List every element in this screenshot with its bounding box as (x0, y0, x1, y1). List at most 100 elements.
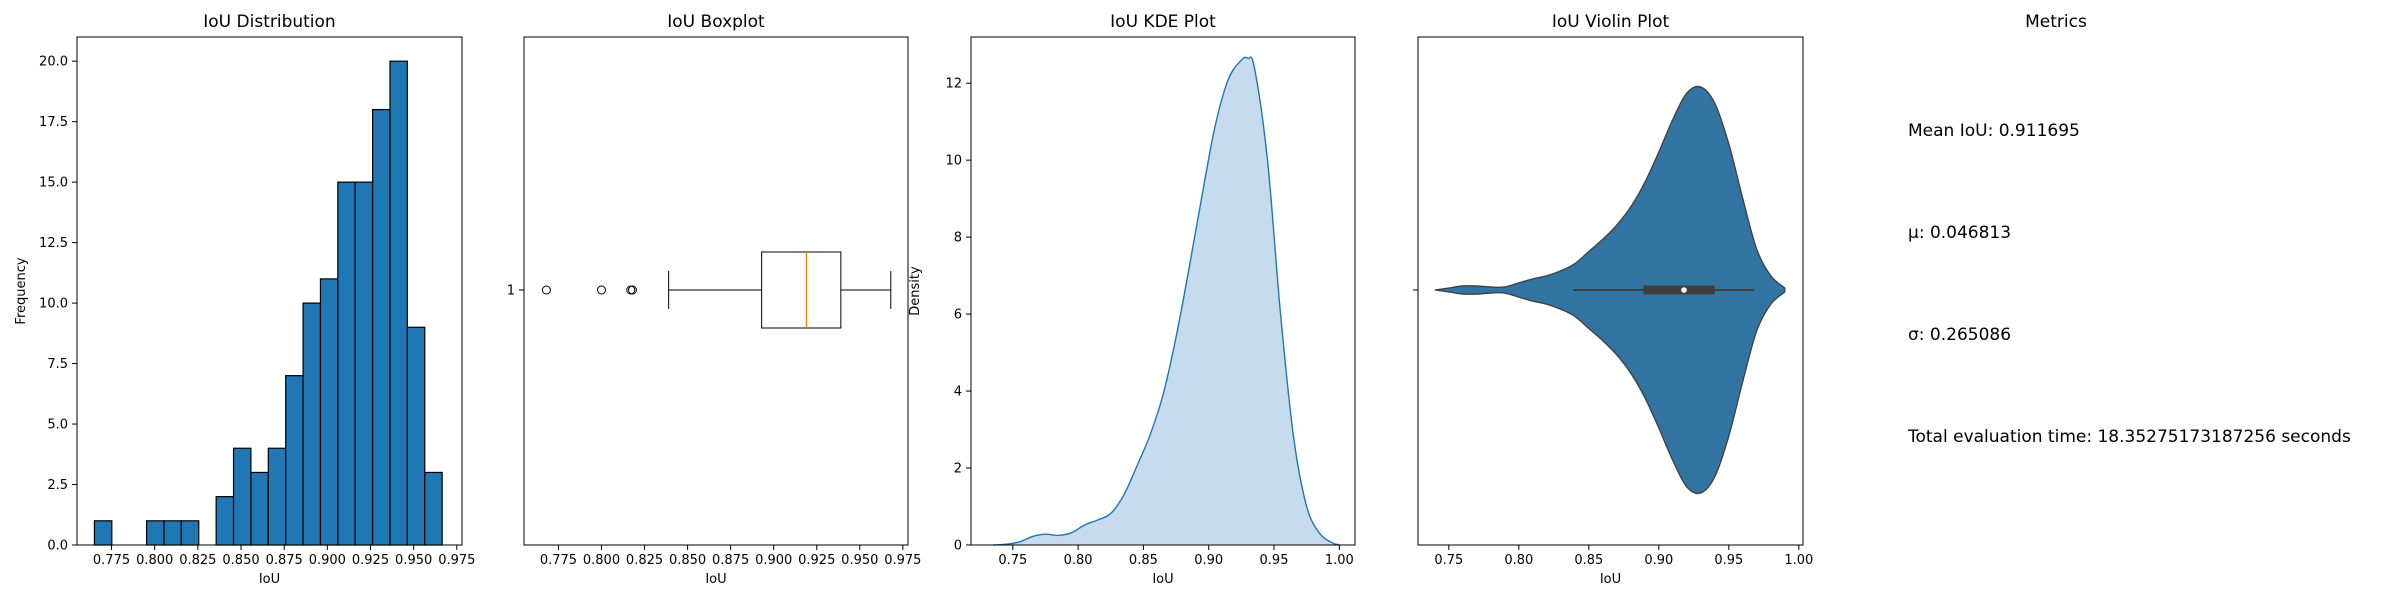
outlier-point (626, 285, 636, 295)
x-tick-label: 0.80 (1064, 553, 1093, 568)
metrics-title: Metrics (2025, 12, 2087, 32)
iqr-box (761, 251, 842, 329)
histogram-bar (302, 302, 322, 546)
kde-xlabel: IoU (1152, 572, 1173, 587)
histogram-bar (319, 278, 339, 546)
x-tick-label: 0.850 (222, 553, 259, 568)
violin-frame (1417, 36, 1804, 546)
kde-marks (993, 56, 1340, 546)
violin-median-point (1681, 287, 1687, 293)
histogram-bar (93, 520, 113, 546)
histogram-bar (389, 60, 408, 546)
violin-xlabel: IoU (1600, 572, 1621, 587)
x-tick-label: 0.800 (583, 553, 620, 568)
x-tick-label: 0.95 (1714, 553, 1743, 568)
histogram-frame (76, 36, 463, 546)
histogram-xlabel: IoU (259, 572, 280, 587)
histogram-bar (145, 520, 165, 546)
mu-text: μ: 0.046813 (1908, 223, 2012, 243)
histogram-bar (354, 181, 374, 546)
x-tick-label: 0.825 (626, 553, 663, 568)
histogram-bar (424, 471, 443, 546)
y-tick-label: 10 (945, 154, 962, 169)
y-tick-label: 20.0 (39, 55, 68, 70)
x-tick-label: 0.900 (309, 553, 346, 568)
y-tick-label: 2.5 (47, 478, 68, 493)
histogram-bar (250, 471, 269, 546)
y-tick-label: 0.0 (47, 539, 68, 554)
histogram-bar (372, 108, 391, 546)
boxplot-frame (523, 36, 909, 546)
x-tick-label: 0.975 (884, 553, 921, 568)
x-tick-label: 0.775 (540, 553, 577, 568)
y-tick-label: 0 (954, 539, 962, 554)
histogram-bar (406, 326, 426, 546)
violin-iqr-box (1643, 285, 1715, 295)
x-tick-label: 0.875 (266, 553, 303, 568)
y-tick-label: 15.0 (39, 176, 68, 191)
violin-ticks: 0.75 0.80 0.85 0.90 0.95 1.00 (1413, 289, 1813, 568)
histogram-bar (285, 375, 304, 546)
evaluation-time-text: Total evaluation time: 18.35275173187256… (1908, 427, 2351, 447)
x-tick-label: 1.00 (1784, 553, 1813, 568)
boxplot-panel: IoU Boxplot IoU 0.775 0.800 0.825 0.850 0.87… (507, 12, 922, 587)
kde-title: IoU KDE Plot (1110, 12, 1216, 32)
boxplot-marks (541, 251, 892, 329)
histogram-bar (180, 520, 200, 546)
kde-curve (993, 56, 1340, 546)
outlier-point (627, 285, 637, 295)
outlier-point (596, 285, 606, 295)
x-tick-label: 0.75 (1434, 553, 1463, 568)
histogram-bars (93, 60, 443, 546)
category-tick-label: 1 (507, 284, 515, 299)
kde-ticks: 0.75 0.80 0.85 0.90 0.95 1.00 0 2 4 6 8 10 12 (945, 77, 1353, 568)
y-tick-label: 6 (954, 308, 962, 323)
boxplot-title: IoU Boxplot (667, 12, 765, 32)
y-tick-label: 7.5 (47, 357, 68, 372)
outlier-point (541, 285, 551, 295)
histogram-bar (215, 496, 235, 546)
histogram-ylabel: Frequency (14, 257, 29, 324)
histogram-bar (337, 181, 356, 546)
histogram-bar (232, 447, 252, 546)
x-tick-label: 0.875 (712, 553, 749, 568)
x-tick-label: 0.950 (395, 553, 432, 568)
histogram-panel: IoU Distribution IoU Frequency 0.775 0.80… (14, 12, 475, 587)
x-tick-label: 0.975 (438, 553, 475, 568)
y-tick-label: 8 (954, 231, 962, 246)
x-tick-label: 0.850 (669, 553, 706, 568)
violin-marks (1434, 85, 1786, 495)
boxplot-xlabel: IoU (705, 572, 726, 587)
x-tick-label: 0.85 (1129, 553, 1158, 568)
histogram-bar (267, 447, 287, 546)
x-tick-label: 0.925 (798, 553, 835, 568)
mean-iou-text: Mean IoU: 0.911695 (1908, 121, 2080, 141)
y-tick-label: 12.5 (39, 236, 68, 251)
kde-panel: IoU KDE Plot IoU Density 0.75 0.80 0.85 0.9… (908, 12, 1356, 587)
sigma-text: σ: 0.265086 (1908, 325, 2012, 345)
violin-title: IoU Violin Plot (1552, 12, 1670, 32)
y-tick-label: 4 (954, 385, 962, 400)
y-tick-label: 10.0 (39, 297, 68, 312)
x-tick-label: 0.925 (352, 553, 389, 568)
x-tick-label: 0.75 (998, 553, 1027, 568)
histogram-bar (163, 520, 182, 546)
kde-fill-area (993, 57, 1340, 546)
x-tick-label: 0.950 (841, 553, 878, 568)
histogram-ticks: 0.775 0.800 0.825 0.850 0.875 0.900 0.925 0.950… (39, 55, 475, 568)
y-tick-label: 12 (945, 77, 962, 92)
boxplot-ticks: 0.775 0.800 0.825 0.850 0.875 0.900 0.925 0.950… (507, 284, 922, 569)
histogram-title: IoU Distribution (203, 12, 335, 32)
violin-panel: IoU Violin Plot IoU 0.75 0.80 0.85 0.90 0.95… (1413, 12, 1813, 587)
x-tick-label: 0.900 (755, 553, 792, 568)
y-tick-label: 2 (954, 462, 962, 477)
x-tick-label: 0.85 (1574, 553, 1603, 568)
kde-frame (970, 36, 1356, 546)
x-tick-label: 0.825 (179, 553, 216, 568)
kde-ylabel: Density (908, 266, 923, 316)
x-tick-label: 0.800 (136, 553, 173, 568)
x-tick-label: 0.775 (93, 553, 130, 568)
x-tick-label: 0.90 (1644, 553, 1673, 568)
y-tick-label: 17.5 (39, 115, 68, 130)
